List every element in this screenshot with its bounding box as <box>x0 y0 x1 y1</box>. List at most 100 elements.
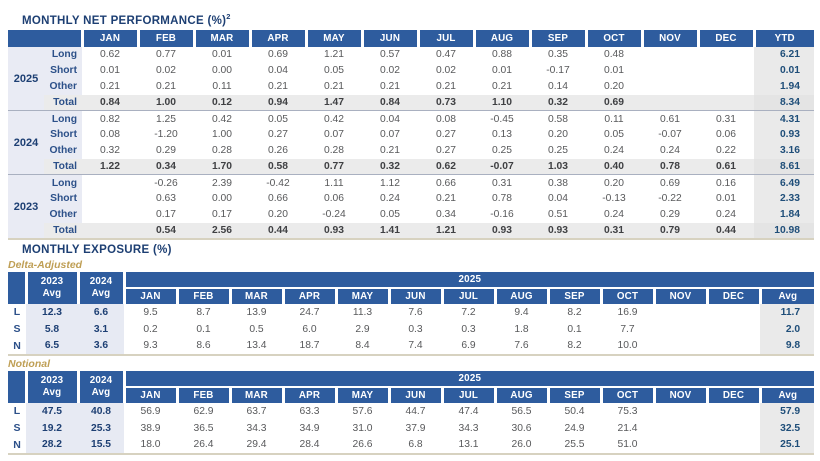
value-cell: 1.8 <box>514 323 529 335</box>
value-cell: 0.04 <box>547 193 569 205</box>
value-cell: 0.66 <box>267 193 289 205</box>
month-header: APR <box>248 29 306 47</box>
value-cell <box>642 79 698 95</box>
value-cell: 0.1 <box>567 323 582 335</box>
value-cell: 63.3 <box>299 405 320 417</box>
value-cell: -1.20 <box>154 129 178 141</box>
value-cell: 30.6 <box>511 422 532 434</box>
value-cell: 0.24 <box>379 193 401 205</box>
month-header: DEC <box>696 29 754 47</box>
value-cell: 0.02 <box>435 65 457 77</box>
month-header: AUG <box>493 386 548 403</box>
exposure-header-corner <box>8 370 26 403</box>
row-label: Short <box>44 62 82 79</box>
avg-2024-label: Avg <box>91 287 111 299</box>
avg-2023-cell: 12.3 <box>26 303 78 321</box>
value-cell: 2.56 <box>194 222 250 240</box>
month-header: OCT <box>599 287 654 304</box>
avg-2023-header: 2023 Avg <box>24 370 78 403</box>
value-cell: 0.69 <box>267 49 289 61</box>
value-cell: 0.21 <box>267 81 289 93</box>
value-cell: 0.79 <box>642 222 698 240</box>
value-cell: 0.24 <box>603 145 625 157</box>
value-cell: 0.35 <box>547 49 569 61</box>
avg-2023-label: Avg <box>42 386 62 398</box>
value-cell: 0.47 <box>435 49 457 61</box>
value-cell: 0.28 <box>323 145 345 157</box>
performance-row: 2025 Long 0.62 0.77 0.01 0.69 1.21 0.57 0.47 0.88… <box>8 46 814 112</box>
value-cell: 18.0 <box>140 439 161 451</box>
value-cell: -0.22 <box>658 193 682 205</box>
value-cell: 0.93 <box>474 222 530 240</box>
value-cell: 0.32 <box>362 158 418 176</box>
performance-row: Total 0.84 1.00 0.12 0.94 1.47 0.84 0.73 1.10 0.3… <box>8 94 814 112</box>
month-header: APR <box>281 386 336 403</box>
month-header: JUN <box>360 29 418 47</box>
avg-cell: 57.9 <box>760 402 815 420</box>
value-cell: 0.5 <box>249 323 264 335</box>
month-header: MAY <box>334 287 389 304</box>
value-cell: 24.9 <box>564 422 585 434</box>
value-cell: 47.4 <box>458 405 479 417</box>
avg-2023-cell: 19.2 <box>26 419 78 437</box>
value-cell <box>707 403 760 420</box>
performance-row: Short 0.63 0.00 0.66 0.06 0.24 0.21 0.78 0.04 -0.… <box>8 190 814 207</box>
exposure-section: Delta-Adjusted 2023 Avg 2024 Avg 2025 JAN FEB MA… <box>8 258 815 455</box>
ytd-cell: 4.31 <box>754 110 814 127</box>
value-cell <box>698 94 754 112</box>
month-header: NOV <box>652 386 707 403</box>
value-cell: 1.00 <box>211 129 233 141</box>
month-header: SEP <box>528 29 586 47</box>
value-cell: 34.9 <box>299 422 320 434</box>
value-cell: 7.6 <box>408 306 423 318</box>
value-cell: 56.5 <box>511 405 532 417</box>
month-header: JAN <box>122 287 177 304</box>
value-cell: -0.16 <box>490 209 514 221</box>
value-cell: -0.42 <box>266 177 290 189</box>
subtable-label-delta-adjusted: Delta-Adjusted <box>8 258 83 271</box>
value-cell <box>82 222 138 240</box>
value-cell: 0.62 <box>99 49 121 61</box>
avg-2023-cell: 47.5 <box>26 402 78 420</box>
row-label: Short <box>44 190 82 207</box>
value-cell: -0.07 <box>658 129 682 141</box>
value-cell: 0.01 <box>715 193 737 205</box>
value-cell: 0.78 <box>491 193 513 205</box>
value-cell: 13.9 <box>246 306 267 318</box>
row-label: N <box>13 339 21 352</box>
value-cell: 51.0 <box>617 439 638 451</box>
value-cell: 6.0 <box>302 323 317 335</box>
value-cell: 0.93 <box>530 222 586 240</box>
value-cell: 0.27 <box>435 129 457 141</box>
value-cell <box>82 175 138 191</box>
value-cell: 21.4 <box>617 422 638 434</box>
value-cell: 0.24 <box>715 209 737 221</box>
value-cell: 0.61 <box>698 158 754 176</box>
performance-title-footnote-marker: 2 <box>226 12 231 21</box>
value-cell: 0.08 <box>99 129 121 141</box>
value-cell: 26.4 <box>193 439 214 451</box>
monthly-net-performance-table: JAN FEB MAR APR MAY JUN JUL AUG SEP OCT NOV DEC YTD … <box>8 29 814 240</box>
month-header: FEB <box>175 386 230 403</box>
value-cell: -0.24 <box>322 209 346 221</box>
value-cell: 13.1 <box>458 439 479 451</box>
row-label: Long <box>44 174 82 191</box>
ytd-cell: 1.94 <box>754 78 814 95</box>
value-cell: 0.06 <box>323 193 345 205</box>
month-header: JUL <box>416 29 474 47</box>
month-header: JUL <box>440 287 495 304</box>
ytd-cell: 8.61 <box>754 158 814 176</box>
value-cell <box>654 338 707 355</box>
value-cell: 44.7 <box>405 405 426 417</box>
year-banner: 2025 <box>122 370 815 388</box>
month-header: JAN <box>122 386 177 403</box>
value-cell: 0.02 <box>379 65 401 77</box>
value-cell: -0.17 <box>546 65 570 77</box>
value-cell: 0.40 <box>586 158 642 176</box>
row-label: Total <box>44 94 82 112</box>
avg-2023-cell: 6.5 <box>26 337 78 355</box>
value-cell: 0.17 <box>155 209 177 221</box>
value-cell: 9.5 <box>143 306 158 318</box>
month-header: MAY <box>334 386 389 403</box>
ytd-cell: 6.21 <box>754 46 814 63</box>
